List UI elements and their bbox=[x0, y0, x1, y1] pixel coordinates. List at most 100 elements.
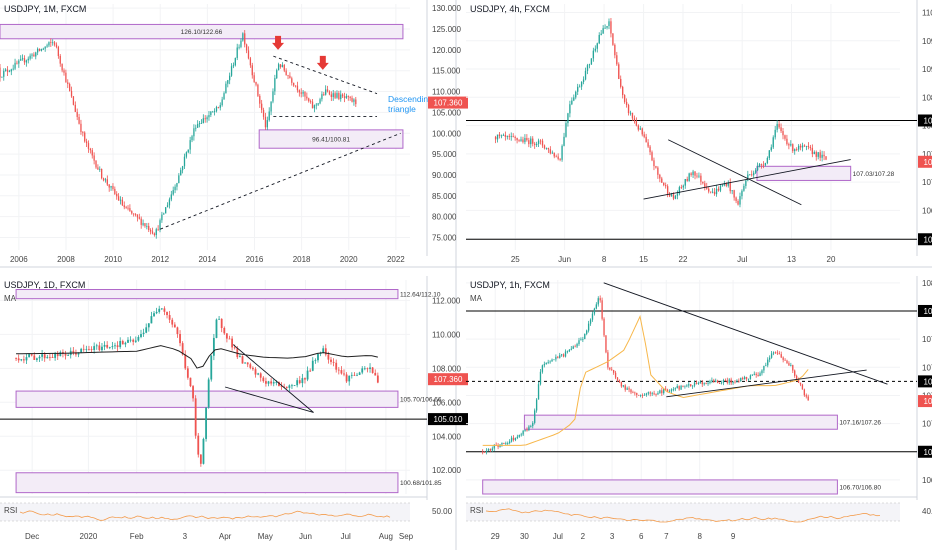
candle-body bbox=[703, 383, 705, 385]
candle-body bbox=[647, 142, 649, 147]
y-tick-label: 107.500 bbox=[922, 150, 932, 159]
support-resistance-zone bbox=[0, 23, 404, 40]
candle-body bbox=[498, 134, 501, 136]
chart-panel-4: 108.200108.000107.800107.600107.400107.2… bbox=[466, 276, 932, 541]
candle-body bbox=[767, 359, 769, 366]
candle-body bbox=[690, 173, 692, 175]
candle-body bbox=[631, 112, 634, 119]
candle-body bbox=[345, 96, 348, 99]
trend-line bbox=[643, 159, 851, 200]
candle-body bbox=[532, 138, 534, 144]
candle-body bbox=[578, 86, 581, 88]
candle-body bbox=[180, 170, 182, 176]
candle-body bbox=[186, 368, 189, 378]
candle-body bbox=[313, 105, 316, 109]
candle-body bbox=[742, 377, 744, 380]
candle-body bbox=[629, 112, 632, 114]
candle-body bbox=[78, 116, 80, 124]
candles bbox=[494, 18, 827, 208]
candle-body bbox=[178, 175, 180, 184]
candle-body bbox=[6, 69, 9, 72]
zone-label: 100.68/101.85 bbox=[400, 480, 442, 487]
candle-body bbox=[322, 348, 325, 353]
candle-body bbox=[134, 213, 137, 215]
candle-body bbox=[101, 168, 103, 179]
candle-body bbox=[735, 197, 737, 201]
candle-body bbox=[751, 174, 753, 176]
candle-body bbox=[665, 185, 667, 187]
candle-body bbox=[10, 69, 12, 72]
candle-body bbox=[369, 367, 371, 369]
candle-body bbox=[121, 341, 124, 345]
candle-body bbox=[639, 395, 642, 396]
support-resistance-zone bbox=[15, 472, 399, 494]
candle-body bbox=[545, 147, 548, 149]
candle-body bbox=[784, 359, 786, 361]
candle-body bbox=[557, 356, 559, 358]
candle-body bbox=[580, 339, 582, 341]
candle-body bbox=[805, 395, 807, 397]
candle-body bbox=[277, 64, 280, 71]
candle-body bbox=[614, 372, 617, 378]
candle-body bbox=[645, 136, 647, 143]
support-resistance-zone bbox=[756, 165, 852, 181]
x-tick-label: 20 bbox=[827, 255, 836, 264]
candle-body bbox=[76, 111, 78, 117]
candle-body bbox=[707, 383, 709, 384]
candle-body bbox=[309, 101, 312, 103]
candle-body bbox=[747, 378, 750, 380]
candle-body bbox=[89, 148, 92, 151]
candle-body bbox=[809, 147, 812, 148]
candle-body bbox=[275, 381, 278, 383]
candle-body bbox=[797, 145, 800, 150]
candle-body bbox=[110, 185, 112, 188]
y-tick-label: 120.000 bbox=[432, 46, 461, 55]
candle-body bbox=[330, 94, 332, 97]
candle-body bbox=[40, 49, 43, 51]
candle-body bbox=[694, 171, 696, 176]
candle-body bbox=[566, 351, 569, 353]
candle-body bbox=[634, 392, 636, 394]
candle-body bbox=[309, 370, 312, 372]
candle-body bbox=[786, 360, 788, 364]
y-tick-label: 107.000 bbox=[922, 178, 932, 187]
candle-body bbox=[655, 394, 657, 396]
candle-body bbox=[119, 199, 122, 201]
candle-body bbox=[762, 164, 765, 166]
candle-body bbox=[758, 164, 761, 167]
candle-body bbox=[557, 156, 559, 159]
rsi-tick-label: 40.00 bbox=[922, 507, 932, 516]
candle-body bbox=[153, 313, 155, 317]
candle-body bbox=[587, 323, 590, 331]
candle-body bbox=[244, 33, 246, 45]
y-tick-label: 107.600 bbox=[922, 363, 932, 372]
candle-body bbox=[146, 225, 148, 227]
level-badge bbox=[918, 114, 932, 127]
candle-body bbox=[526, 138, 528, 141]
candle-body bbox=[301, 378, 304, 384]
candle-body bbox=[227, 80, 229, 84]
candle-body bbox=[788, 144, 790, 146]
trend-line bbox=[160, 132, 401, 230]
level-badge-label: 108.090 bbox=[924, 116, 932, 125]
candle-body bbox=[699, 382, 702, 384]
candle-body bbox=[555, 156, 557, 158]
candle-body bbox=[280, 385, 283, 387]
candle-body bbox=[752, 172, 755, 176]
y-tick-label: 95.000 bbox=[432, 150, 457, 159]
candle-body bbox=[149, 229, 152, 232]
candle-body bbox=[208, 115, 210, 118]
candle-body bbox=[17, 358, 20, 361]
candle-body bbox=[337, 369, 340, 371]
candle-body bbox=[565, 123, 567, 137]
candle-body bbox=[780, 127, 782, 132]
candle-body bbox=[142, 223, 144, 225]
candle-body bbox=[238, 356, 241, 358]
candle-body bbox=[212, 111, 214, 113]
candle-body bbox=[84, 132, 86, 142]
annotation-text: Descending bbox=[388, 94, 433, 104]
candle-body bbox=[50, 42, 52, 43]
candle-body bbox=[121, 199, 124, 206]
x-tick-label: 3 bbox=[610, 532, 615, 541]
